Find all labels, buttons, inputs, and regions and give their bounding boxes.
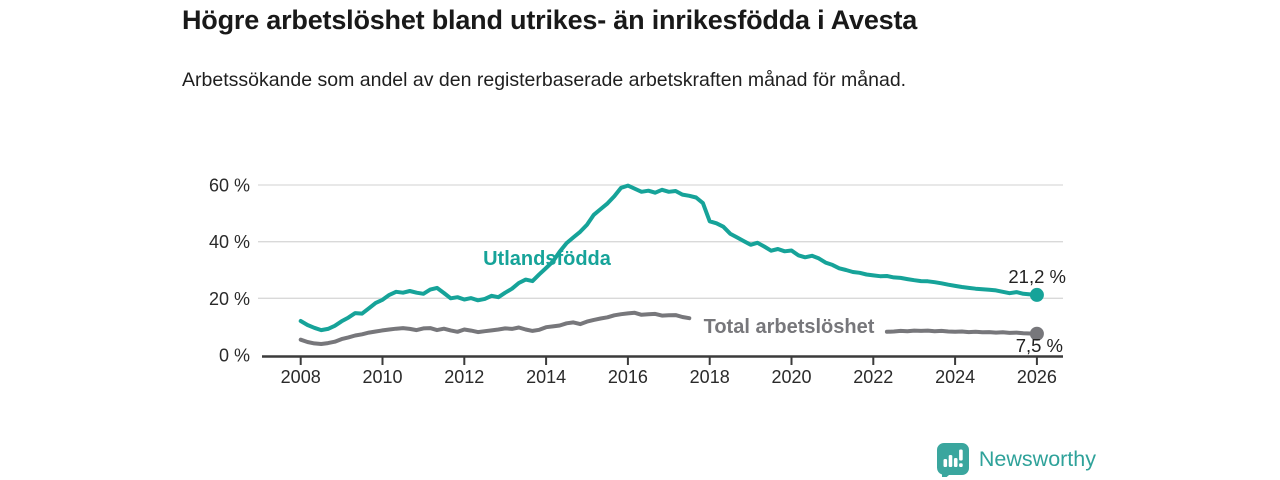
- x-axis-tick-label: 2016: [608, 367, 648, 387]
- series-end-dot: [1029, 326, 1044, 341]
- series-end-value-label: 21,2 %: [1008, 266, 1066, 287]
- series-label: Total arbetslöshet: [704, 316, 875, 338]
- series-line-total: [298, 310, 1039, 346]
- page-title: Högre arbetslöshet bland utrikes- än inr…: [182, 5, 918, 35]
- y-axis-tick-label: 0 %: [219, 346, 250, 366]
- x-axis-tick-label: 2010: [362, 367, 402, 387]
- series-line-utlandsfodda: [298, 183, 1039, 333]
- logo-bar-chart-glyph: [943, 449, 963, 467]
- logo-bubble-shape: [936, 443, 969, 477]
- x-axis-tick-label: 2012: [444, 367, 484, 387]
- y-axis-tick-label: 40 %: [209, 232, 250, 252]
- x-axis-tick-label: 2008: [281, 367, 321, 387]
- x-axis-tick-label: 2020: [771, 367, 811, 387]
- x-axis-tick-label: 2014: [526, 367, 566, 387]
- x-axis-tick-label: 2024: [935, 367, 975, 387]
- series-end-dot: [1029, 287, 1044, 302]
- chart-subtitle: Arbetssökande som andel av den registerb…: [182, 69, 907, 91]
- brand-footer: Newsworthy: [936, 442, 1096, 477]
- newsworthy-logo-icon: [936, 443, 969, 477]
- brand-name: Newsworthy: [978, 447, 1096, 471]
- series-end-value-label: 7,5 %: [1016, 335, 1063, 356]
- y-axis-tick-label: 60 %: [209, 176, 250, 196]
- series-label: Utlandsfödda: [483, 248, 612, 270]
- x-axis-tick-label: 2026: [1017, 367, 1057, 387]
- y-axis-tick-label: 20 %: [209, 289, 250, 309]
- x-axis-tick-label: 2022: [853, 367, 893, 387]
- x-axis-tick-label: 2018: [690, 367, 730, 387]
